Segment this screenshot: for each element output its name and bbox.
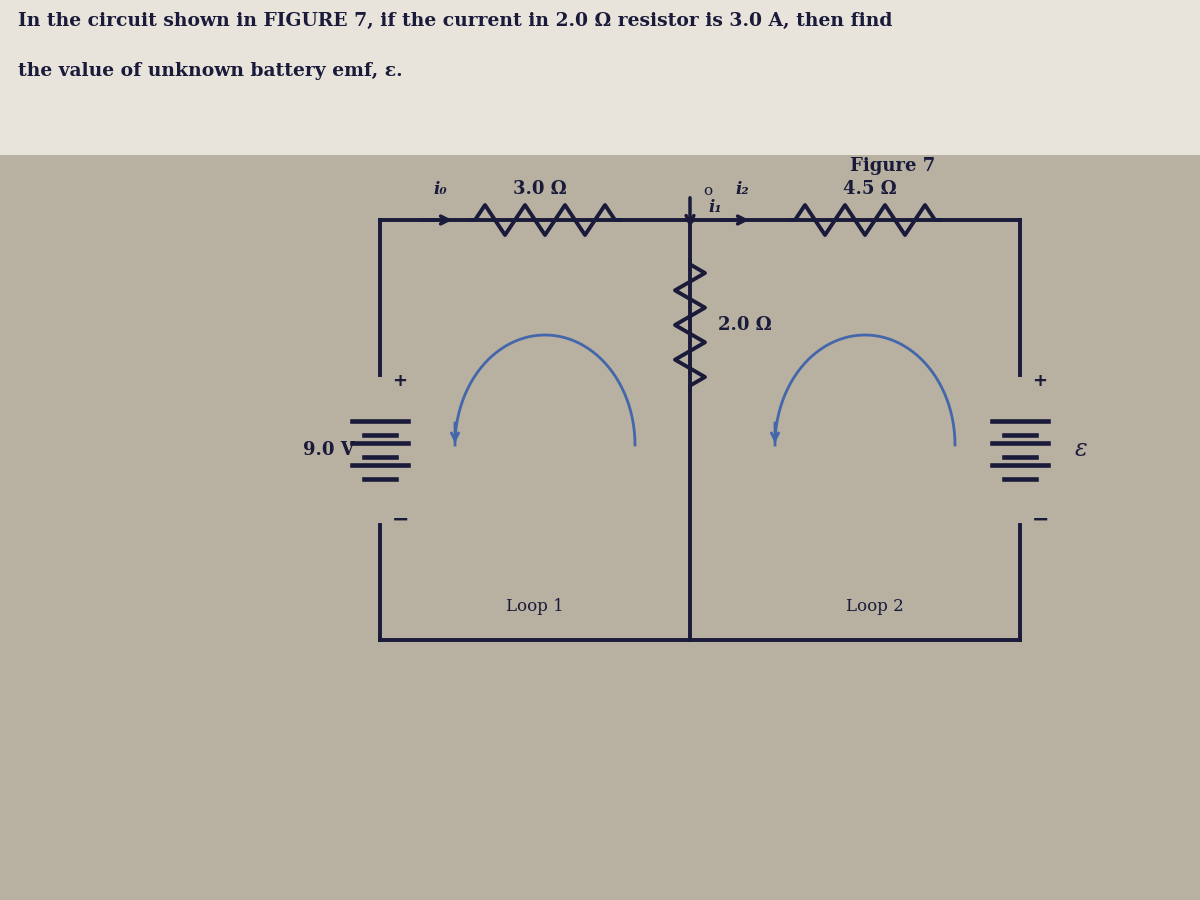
Text: 2.0 Ω: 2.0 Ω (718, 316, 772, 334)
Text: 4.5 Ω: 4.5 Ω (844, 180, 896, 198)
Text: −: − (1032, 510, 1050, 530)
Text: −: − (392, 510, 409, 530)
Text: +: + (1032, 372, 1046, 390)
Text: Loop 1: Loop 1 (506, 598, 564, 615)
Text: In the circuit shown in FIGURE 7, if the current in 2.0 Ω resistor is 3.0 A, the: In the circuit shown in FIGURE 7, if the… (18, 12, 893, 30)
Text: i₂: i₂ (736, 181, 749, 198)
Text: Loop 2: Loop 2 (846, 598, 904, 615)
Text: Figure 7: Figure 7 (850, 157, 935, 175)
Text: +: + (392, 372, 407, 390)
Text: ε: ε (1075, 438, 1087, 462)
Text: i₀: i₀ (433, 181, 446, 198)
Text: 3.0 Ω: 3.0 Ω (514, 180, 566, 198)
FancyBboxPatch shape (0, 0, 1200, 155)
Text: the value of unknown battery emf, ε.: the value of unknown battery emf, ε. (18, 62, 403, 80)
Text: o: o (703, 184, 713, 198)
Text: 9.0 V: 9.0 V (304, 441, 355, 459)
Text: i₁: i₁ (708, 199, 721, 216)
